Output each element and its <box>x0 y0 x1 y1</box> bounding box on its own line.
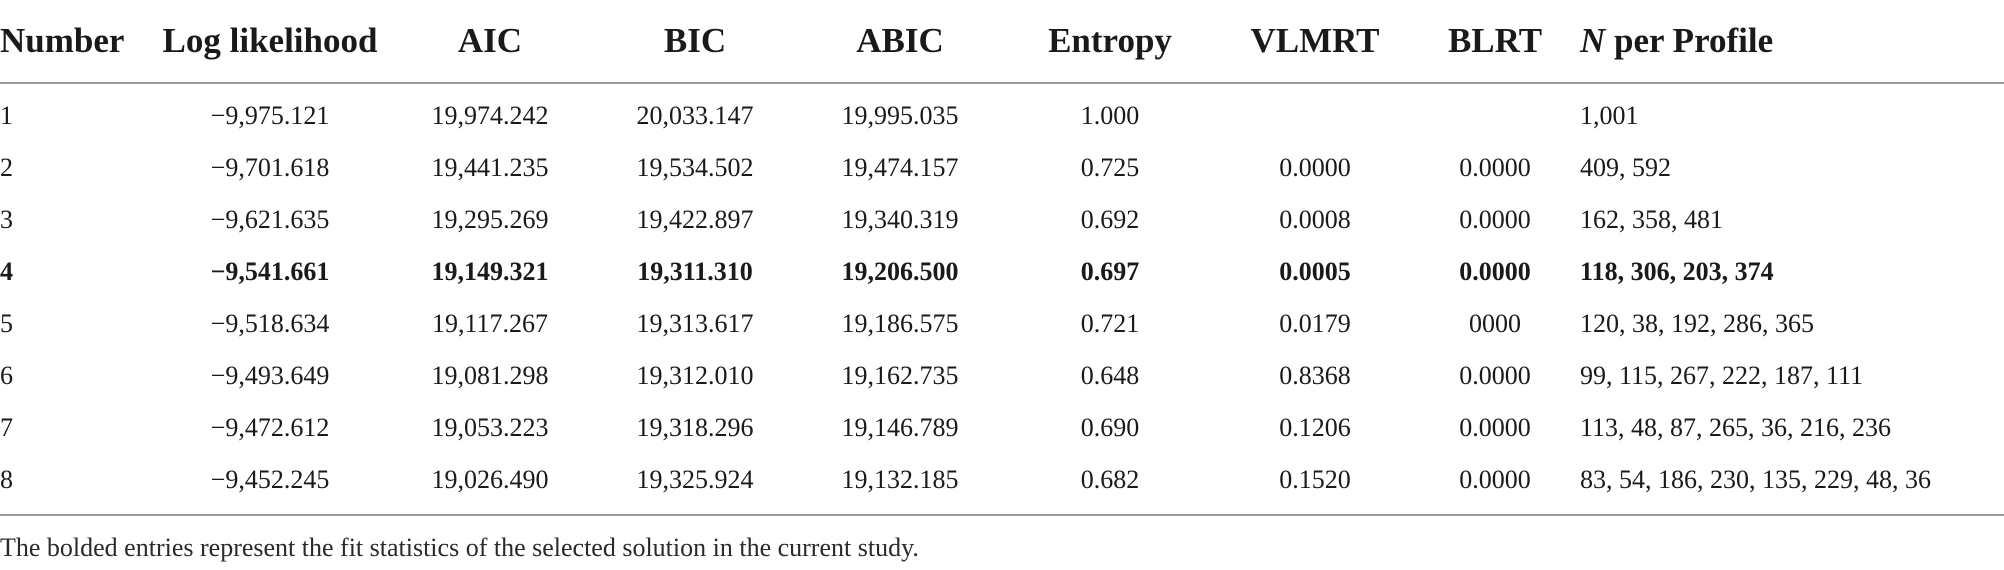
cell-n-per-profile: 99, 115, 267, 222, 187, 111 <box>1580 361 1864 390</box>
cell-n-per-profile: 162, 358, 481 <box>1580 205 1723 234</box>
cell-aic: 19,053.223 <box>431 413 549 442</box>
cell-aic: 19,295.269 <box>431 205 549 234</box>
cell-entropy: 0.725 <box>1080 153 1140 182</box>
cell-aic: 19,974.242 <box>431 101 549 130</box>
cell-bic: 19,311.310 <box>637 257 753 286</box>
cell-number: 5 <box>0 309 13 338</box>
cell-blrt: 0.0000 <box>1459 361 1531 390</box>
cell-n-per-profile: 83, 54, 186, 230, 135, 229, 48, 36 <box>1580 454 2004 516</box>
cell-aic: 19,026.490 <box>390 454 590 516</box>
col-header-vlmrt: VLMRT <box>1220 0 1410 84</box>
cell-bic: 19,325.924 <box>590 454 800 516</box>
cell-n-per-profile: 113, 48, 87, 265, 36, 216, 236 <box>1580 413 1892 442</box>
cell-entropy: 0.697 <box>1080 257 1140 286</box>
cell-blrt: 0.0000 <box>1459 413 1531 442</box>
col-header-blrt: BLRT <box>1410 0 1580 84</box>
table-row: 5 −9,518.634 19,117.267 19,313.617 19,186.57… <box>0 298 2004 350</box>
cell-vlmrt: 0.0179 <box>1279 309 1351 338</box>
table-row: 6 −9,493.649 19,081.298 19,312.010 19,162.73… <box>0 350 2004 402</box>
table-row: 2 −9,701.618 19,441.235 19,534.502 19,474.15… <box>0 142 2004 194</box>
col-header-bic: BIC <box>590 0 800 84</box>
cell-blrt: 0.0000 <box>1459 257 1531 286</box>
header-row: Number Log likelihood AIC BIC ABIC Entro… <box>0 0 2004 84</box>
cell-bic: 19,312.010 <box>636 361 754 390</box>
cell-log-likelihood: −9,701.618 <box>210 153 330 182</box>
cell-abic: 19,146.789 <box>841 413 959 442</box>
col-header-abic: ABIC <box>800 0 1000 84</box>
col-header-entropy: Entropy <box>1000 0 1220 84</box>
col-header-aic: AIC <box>390 0 590 84</box>
cell-blrt: 0.0000 <box>1459 153 1531 182</box>
cell-aic: 19,149.321 <box>431 257 549 286</box>
cell-bic: 19,313.617 <box>636 309 754 338</box>
cell-vlmrt <box>1220 83 1410 142</box>
cell-log-likelihood: −9,472.612 <box>210 413 330 442</box>
cell-log-likelihood: −9,621.635 <box>210 205 330 234</box>
cell-number: 7 <box>0 413 13 442</box>
cell-number: 6 <box>0 361 13 390</box>
cell-log-likelihood: −9,518.634 <box>210 309 330 338</box>
cell-abic: 19,474.157 <box>841 153 959 182</box>
cell-vlmrt: 0.0000 <box>1279 153 1351 182</box>
cell-abic: 19,995.035 <box>841 101 959 130</box>
col-header-per-profile: per Profile <box>1605 21 1774 60</box>
cell-abic: 19,162.735 <box>841 361 959 390</box>
cell-bic: 19,422.897 <box>636 205 754 234</box>
cell-aic: 19,117.267 <box>431 309 549 338</box>
table-row: 3 −9,621.635 19,295.269 19,422.897 19,340.31… <box>0 194 2004 246</box>
cell-abic: 19,186.575 <box>841 309 959 338</box>
cell-number: 8 <box>0 454 150 516</box>
cell-bic: 19,318.296 <box>636 413 754 442</box>
cell-aic: 19,081.298 <box>431 361 549 390</box>
cell-blrt: 0.0000 <box>1410 454 1580 516</box>
col-header-log-likelihood: Log likelihood <box>150 0 390 84</box>
fit-statistics-table: Number Log likelihood AIC BIC ABIC Entro… <box>0 0 2004 516</box>
cell-vlmrt: 0.0005 <box>1279 257 1351 286</box>
cell-log-likelihood: −9,452.245 <box>150 454 390 516</box>
cell-entropy: 0.648 <box>1080 361 1140 390</box>
cell-entropy: 0.690 <box>1080 413 1140 442</box>
cell-number: 1 <box>0 101 13 130</box>
cell-vlmrt: 0.1206 <box>1279 413 1351 442</box>
table-row: 7 −9,472.612 19,053.223 19,318.296 19,146.78… <box>0 402 2004 454</box>
cell-vlmrt: 0.1520 <box>1220 454 1410 516</box>
cell-number: 3 <box>0 205 13 234</box>
cell-vlmrt: 0.8368 <box>1279 361 1351 390</box>
cell-blrt <box>1410 83 1580 142</box>
cell-bic: 19,534.502 <box>636 153 754 182</box>
table-body: 1 −9,975.121 19,974.242 20,033.147 19,995.03… <box>0 83 2004 516</box>
cell-number: 4 <box>0 257 13 286</box>
col-header-n-italic: N <box>1580 21 1606 60</box>
cell-entropy: 0.721 <box>1080 309 1140 338</box>
cell-entropy: 0.692 <box>1080 205 1140 234</box>
cell-log-likelihood: −9,541.661 <box>210 257 330 286</box>
cell-log-likelihood: −9,493.649 <box>210 361 330 390</box>
cell-abic: 19,340.319 <box>841 205 959 234</box>
col-header-n-per-profile: N per Profile <box>1580 0 2004 84</box>
cell-number: 2 <box>0 153 13 182</box>
table-row: 8 −9,452.245 19,026.490 19,325.924 19,132.18… <box>0 454 2004 516</box>
cell-entropy: 0.682 <box>1000 454 1220 516</box>
col-header-number: Number <box>0 0 150 84</box>
cell-blrt: 0000 <box>1469 309 1521 338</box>
table-header: Number Log likelihood AIC BIC ABIC Entro… <box>0 0 2004 84</box>
cell-abic: 19,206.500 <box>841 257 959 286</box>
cell-n-per-profile: 120, 38, 192, 286, 365 <box>1580 309 1814 338</box>
cell-vlmrt: 0.0008 <box>1279 205 1351 234</box>
cell-entropy: 1.000 <box>1080 101 1140 130</box>
cell-abic: 19,132.185 <box>800 454 1000 516</box>
cell-bic: 20,033.147 <box>636 101 754 130</box>
cell-n-per-profile: 1,001 <box>1580 101 1639 130</box>
table-row: 4 −9,541.661 19,149.321 19,311.310 19,206.50… <box>0 246 2004 298</box>
cell-log-likelihood: −9,975.121 <box>210 101 330 130</box>
table-footnote: The bolded entries represent the fit sta… <box>0 533 919 562</box>
table-row: 1 −9,975.121 19,974.242 20,033.147 19,995.03… <box>0 83 2004 142</box>
cell-n-per-profile: 409, 592 <box>1580 153 1671 182</box>
cell-n-per-profile: 118, 306, 203, 374 <box>1580 257 1774 286</box>
cell-aic: 19,441.235 <box>431 153 549 182</box>
cell-blrt: 0.0000 <box>1459 205 1531 234</box>
